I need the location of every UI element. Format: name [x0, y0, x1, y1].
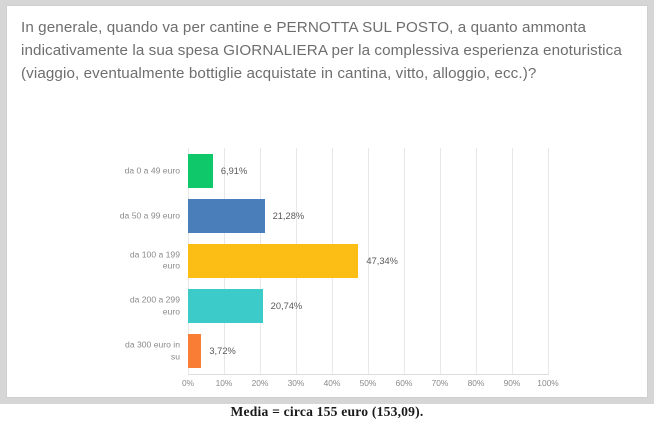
bar — [188, 334, 202, 369]
question-text: In generale, quando va per cantine e PER… — [21, 19, 622, 82]
bar-chart: da 0 a 49 euro 6,91% da 50 a 99 euro 21,28%… — [7, 144, 647, 396]
x-axis-line — [188, 374, 549, 375]
bar — [188, 198, 265, 233]
gridline — [440, 148, 441, 374]
bar-row: da 300 euro in su 3,72% — [125, 329, 548, 374]
category-label: da 100 a 199 euro — [129, 249, 180, 271]
chart-caption: Media = circa 155 euro (153,09). — [230, 404, 424, 419]
plot-area: da 0 a 49 euro 6,91% da 50 a 99 euro 21,28%… — [120, 148, 549, 374]
category-label: da 50 a 99 euro — [119, 210, 180, 221]
bar — [188, 289, 263, 324]
bar — [188, 243, 359, 278]
category-label: da 300 euro in su — [125, 339, 180, 362]
category-label: da 200 a 299 euro — [129, 294, 180, 317]
gridline — [404, 148, 405, 374]
value-label: 20,74% — [270, 301, 303, 312]
tick-label: 0% — [181, 378, 195, 388]
gridline — [548, 148, 549, 374]
x-axis-ticks: 0% 10% 20% 30% 40% 50% 60% 70% 80% 90% 100% — [182, 378, 559, 392]
gridline — [368, 148, 369, 374]
content-card: In generale, quando va per cantine e PER… — [6, 5, 648, 398]
value-label: 47,34% — [366, 255, 398, 266]
bar-row: da 0 a 49 euro 6,91% — [125, 148, 548, 193]
tick-label: 20% — [251, 378, 269, 388]
tick-label: 50% — [359, 378, 377, 388]
gridline — [512, 148, 513, 374]
tick-label: 30% — [287, 378, 305, 388]
tick-label: 40% — [323, 378, 341, 388]
tick-label: 60% — [395, 378, 413, 388]
tick-label: 100% — [537, 378, 559, 388]
bar-row: da 200 a 299 euro 20,74% — [130, 284, 548, 329]
value-label: 6,91% — [220, 165, 248, 176]
tick-label: 70% — [431, 378, 449, 388]
value-label: 3,72% — [209, 346, 236, 357]
bar — [188, 153, 213, 188]
tick-label: 80% — [467, 378, 485, 388]
tick-label: 10% — [215, 378, 233, 388]
tick-label: 90% — [503, 378, 521, 388]
gridline — [476, 148, 477, 374]
bar-row: da 100 a 199 euro 47,34% — [130, 238, 548, 283]
bar-row: da 50 a 99 euro 21,28% — [120, 193, 548, 238]
value-label: 21,28% — [272, 210, 305, 221]
category-label: da 0 a 49 euro — [124, 164, 180, 175]
